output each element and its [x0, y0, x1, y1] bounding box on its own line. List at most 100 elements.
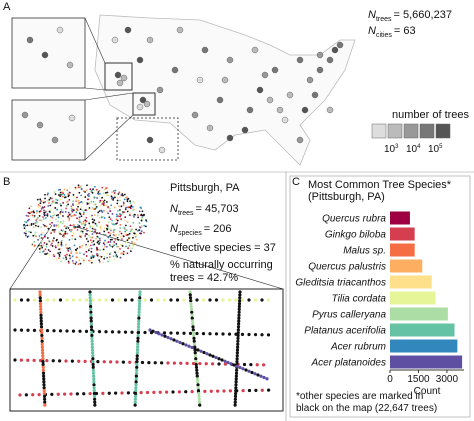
- tree-dot: [110, 330, 115, 334]
- tree-dot: [91, 214, 93, 217]
- tree-dot: [92, 374, 96, 378]
- tree-dot: [62, 229, 65, 232]
- y-tick-label: Gleditsia triacanthos: [295, 278, 386, 289]
- tree-dot: [53, 201, 56, 204]
- tree-dot: [71, 207, 74, 210]
- tree-dot: [79, 252, 81, 255]
- tree-dot: [49, 209, 52, 212]
- tree-dot: [60, 204, 62, 207]
- tree-dot: [58, 329, 63, 333]
- tree-dot: [86, 202, 89, 205]
- legend-tick-base: 10: [428, 144, 440, 155]
- tree-dot: [60, 242, 63, 244]
- tree-dot: [106, 194, 109, 197]
- tree-dot: [80, 185, 82, 188]
- tree-dot: [193, 354, 198, 358]
- tree-dot: [41, 357, 45, 361]
- inset-box: [11, 17, 86, 89]
- tree-dot: [77, 263, 80, 266]
- tree-dot: [115, 222, 117, 225]
- tree-dot: [52, 214, 55, 217]
- legend-tick-exp: 5: [439, 144, 443, 150]
- tree-dot: [115, 233, 118, 236]
- tree-dot: [91, 368, 95, 372]
- tree-dot: [102, 192, 105, 195]
- tree-dot: [39, 307, 43, 311]
- tree-dot: [107, 227, 110, 230]
- city-dot: [139, 96, 147, 104]
- tree-dot: [49, 204, 52, 207]
- tree-dot: [71, 209, 73, 212]
- tree-dot: [88, 224, 91, 226]
- tree-dot: [114, 196, 116, 199]
- tree-dot: [94, 203, 97, 206]
- tree-dot: [132, 236, 134, 239]
- tree-dot: [189, 302, 193, 306]
- tree-dot: [101, 196, 104, 199]
- tree-dot: [114, 238, 117, 241]
- tree-dot: [169, 331, 173, 335]
- tree-dot: [140, 225, 143, 227]
- tree-dot: [265, 377, 269, 381]
- tree-dot: [103, 230, 106, 233]
- tree-dot: [93, 189, 96, 192]
- tree-dot: [171, 390, 175, 394]
- tree-dot: [236, 336, 240, 340]
- y-tick-label: Ginkgo biloba: [325, 230, 387, 241]
- footnote: black on the map (22,647 trees): [296, 403, 437, 414]
- tree-dot: [235, 368, 239, 372]
- tree-dot: [100, 209, 103, 212]
- tree-dot: [70, 215, 73, 218]
- tree-dot: [99, 199, 102, 202]
- legend-tick-exp: 3: [395, 144, 399, 150]
- tree-dot: [33, 216, 36, 219]
- tree-dot: [41, 231, 44, 234]
- tree-dot: [100, 216, 103, 219]
- tree-dot: [129, 250, 132, 253]
- tree-dot: [71, 214, 74, 217]
- tree-dot: [126, 210, 129, 213]
- tree-dot: [68, 219, 71, 221]
- tree-dot: [143, 213, 145, 216]
- tree-dot: [63, 233, 65, 236]
- tree-dot: [90, 260, 93, 263]
- tree-dot: [253, 298, 258, 302]
- tree-dot: [47, 199, 49, 202]
- tree-dot: [198, 403, 202, 407]
- bar: [390, 291, 436, 305]
- tree-dot: [133, 400, 137, 404]
- city-dot: [296, 136, 304, 144]
- tree-dot: [111, 213, 114, 215]
- tree-dot: [123, 193, 126, 196]
- tree-dot: [262, 363, 266, 367]
- tree-dot: [208, 332, 212, 336]
- tree-dot: [58, 359, 62, 363]
- tree-dot: [119, 223, 122, 226]
- tree-dot: [68, 199, 71, 201]
- tree-dot: [132, 234, 135, 237]
- tree-dot: [175, 331, 180, 335]
- tree-dot: [129, 230, 132, 233]
- tree-dot: [46, 193, 49, 196]
- tree-dot: [98, 232, 101, 234]
- tree-dot: [88, 392, 92, 396]
- tree-dot: [84, 196, 87, 199]
- tree-dot: [90, 236, 92, 239]
- tree-dot: [74, 238, 77, 241]
- tree-dot: [236, 325, 241, 329]
- tree-dot: [90, 257, 93, 260]
- tree-dot: [59, 188, 62, 191]
- city-dot: [111, 36, 119, 44]
- bar: [390, 227, 415, 241]
- city-dot: [146, 36, 154, 44]
- tree-dot: [108, 253, 111, 256]
- legend-swatch: [387, 123, 403, 139]
- tree-dot: [53, 225, 56, 227]
- tree-dot: [32, 210, 35, 213]
- tree-dot: [197, 400, 202, 404]
- tree-dot: [131, 244, 134, 247]
- tree-dot: [40, 348, 45, 352]
- tree-dot: [235, 364, 239, 368]
- tree-dot: [49, 223, 51, 226]
- tree-dot: [68, 260, 71, 262]
